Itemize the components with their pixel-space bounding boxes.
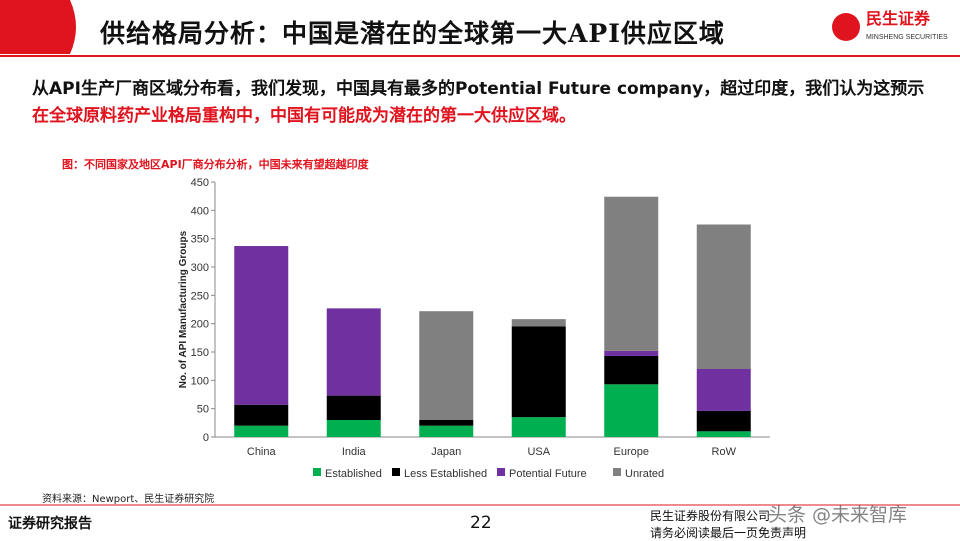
bar-segment bbox=[419, 425, 474, 437]
logo-mark bbox=[832, 13, 860, 41]
x-tick-label: India bbox=[342, 446, 367, 458]
chart-caption: 图：不同国家及地区API厂商分布分析，中国未来有望超越印度 bbox=[62, 158, 369, 171]
bar-segment bbox=[604, 350, 659, 356]
logo-en: MINSHENG SECURITIES bbox=[866, 34, 948, 41]
legend-swatch bbox=[613, 468, 621, 476]
bar-segment bbox=[419, 420, 474, 426]
bar-segment bbox=[696, 224, 751, 369]
bar-segment bbox=[511, 326, 566, 418]
footer-company: 民生证券股份有限公司 bbox=[650, 509, 771, 523]
y-tick-label: 50 bbox=[197, 404, 209, 416]
legend-label: Less Established bbox=[404, 468, 487, 480]
bar-segment bbox=[234, 425, 289, 437]
source: 资料来源：Newport、民生证券研究院 bbox=[42, 494, 215, 505]
logo-text: 民生证券 bbox=[866, 9, 931, 28]
title: 供给格局分析：中国是潜在的全球第一大API供应区域 bbox=[100, 19, 725, 48]
x-tick-label: Europe bbox=[614, 446, 649, 458]
bar-segment bbox=[419, 311, 474, 420]
y-tick-label: 350 bbox=[191, 234, 209, 246]
legend-swatch bbox=[313, 468, 321, 476]
bar-segment bbox=[604, 384, 659, 437]
y-tick-label: 450 bbox=[191, 177, 209, 189]
bar-segment bbox=[326, 308, 381, 396]
bar-segment bbox=[604, 355, 659, 385]
footer-left: 证券研究报告 bbox=[8, 516, 92, 532]
legend-label: Potential Future bbox=[509, 468, 587, 480]
x-tick-label: USA bbox=[527, 446, 550, 458]
paragraph: 从API生产厂商区域分布看，我们发现，中国具有最多的Potential Futu… bbox=[32, 76, 927, 130]
bar-segment bbox=[326, 420, 381, 437]
bar-segment bbox=[696, 410, 751, 432]
bar-segment bbox=[511, 417, 566, 437]
x-tick-label: Japan bbox=[431, 446, 461, 458]
text-highlight: 在全球原料药产业格局重构中，中国有可能成为潜在的第一大供应区域。 bbox=[32, 106, 576, 126]
x-tick-label: RoW bbox=[712, 446, 737, 458]
page-number: 22 bbox=[470, 513, 492, 533]
header-band bbox=[0, 0, 76, 54]
bar-segment bbox=[511, 319, 566, 327]
y-tick-label: 0 bbox=[203, 432, 209, 444]
y-tick-label: 200 bbox=[191, 319, 209, 331]
watermark: 头条 @未来智库 bbox=[768, 504, 908, 526]
legend-swatch bbox=[392, 468, 400, 476]
bar-segment bbox=[696, 431, 751, 437]
bar-segment bbox=[234, 246, 289, 405]
bar-segment bbox=[696, 369, 751, 411]
y-tick-label: 250 bbox=[191, 290, 209, 302]
text: 从API生产厂商区域分布看，我们发现，中国具有最多的Potential Futu… bbox=[32, 79, 925, 99]
footer-disclaimer: 请务必阅读最后一页免责声明 bbox=[650, 526, 807, 540]
legend-label: Unrated bbox=[625, 468, 664, 480]
y-tick-label: 400 bbox=[191, 205, 209, 217]
bar-segment bbox=[604, 196, 659, 351]
plot: 0 50 100 150 200 250 300 350 400 450 No. of API Ma… bbox=[178, 177, 770, 480]
bar-segment bbox=[234, 404, 289, 426]
y-tick-label: 300 bbox=[191, 262, 209, 274]
legend-swatch bbox=[497, 468, 505, 476]
x-tick-label: China bbox=[247, 446, 277, 458]
y-tick-label: 100 bbox=[191, 375, 209, 387]
y-axis-label: No. of API Manufacturing Groups bbox=[178, 230, 189, 388]
legend-label: Established bbox=[325, 468, 382, 480]
y-tick-label: 150 bbox=[191, 347, 209, 359]
bar-segment bbox=[326, 395, 381, 420]
